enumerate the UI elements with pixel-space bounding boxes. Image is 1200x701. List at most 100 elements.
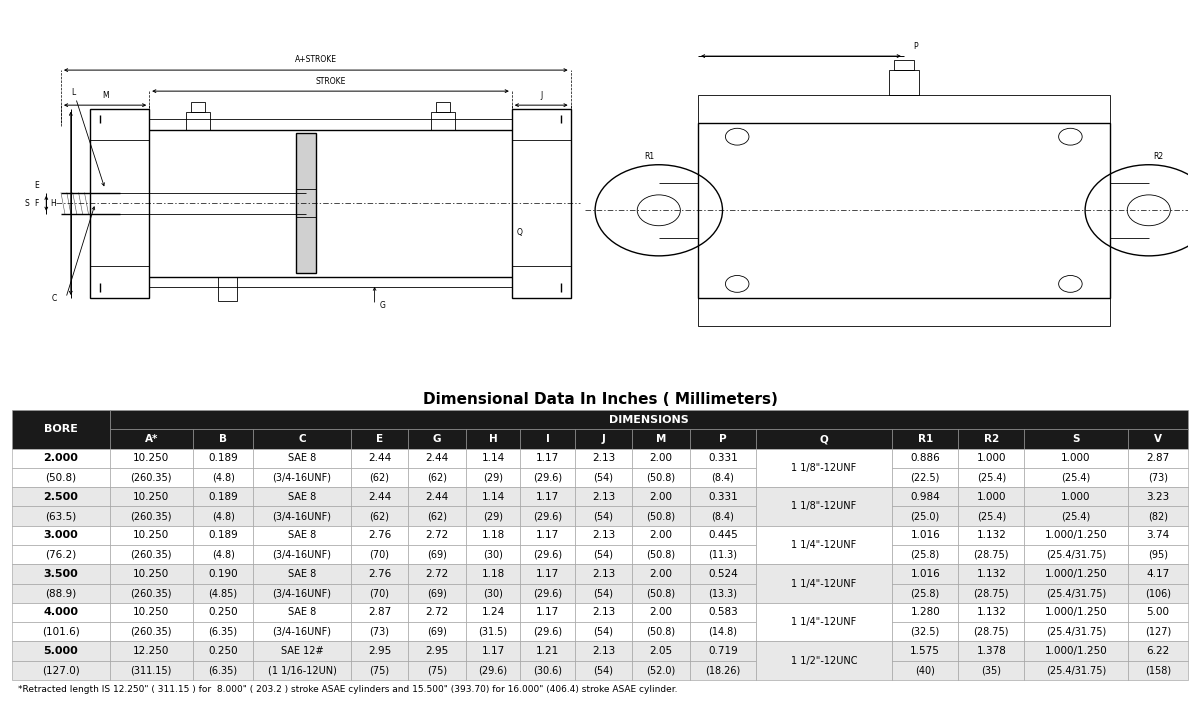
Text: SAE 8: SAE 8 bbox=[288, 454, 316, 463]
Text: 0.984: 0.984 bbox=[911, 492, 940, 502]
Text: 4.000: 4.000 bbox=[43, 608, 78, 618]
Bar bbox=[756, 449, 893, 487]
Bar bbox=[408, 506, 466, 526]
Bar bbox=[109, 545, 193, 564]
Text: 10.250: 10.250 bbox=[133, 454, 169, 463]
Text: 2.00: 2.00 bbox=[649, 454, 672, 463]
Bar bbox=[959, 603, 1025, 622]
Bar bbox=[690, 449, 756, 468]
Text: 4.17: 4.17 bbox=[1146, 569, 1170, 579]
Bar bbox=[12, 545, 109, 564]
Text: 2.13: 2.13 bbox=[592, 569, 616, 579]
Text: STROKE: STROKE bbox=[316, 76, 346, 86]
Text: (32.5): (32.5) bbox=[911, 627, 940, 637]
Text: (69): (69) bbox=[427, 627, 446, 637]
Text: (29.6): (29.6) bbox=[533, 588, 562, 598]
Text: (54): (54) bbox=[594, 472, 613, 482]
Bar bbox=[1128, 603, 1188, 622]
Text: (106): (106) bbox=[1145, 588, 1171, 598]
Bar bbox=[893, 449, 959, 468]
Text: (75): (75) bbox=[427, 665, 448, 675]
Bar bbox=[959, 506, 1025, 526]
Text: (54): (54) bbox=[594, 511, 613, 521]
Bar bbox=[756, 487, 893, 526]
Bar bbox=[893, 429, 959, 449]
Bar bbox=[575, 641, 632, 660]
Bar bbox=[109, 603, 193, 622]
Text: 2.13: 2.13 bbox=[592, 531, 616, 540]
Text: (54): (54) bbox=[594, 627, 613, 637]
Text: 2.95: 2.95 bbox=[426, 646, 449, 656]
Text: (3/4-16UNF): (3/4-16UNF) bbox=[272, 511, 331, 521]
Text: 3.23: 3.23 bbox=[1146, 492, 1170, 502]
Text: (35): (35) bbox=[982, 665, 1001, 675]
Bar bbox=[632, 603, 690, 622]
Bar bbox=[466, 564, 521, 583]
Text: 2.72: 2.72 bbox=[426, 569, 449, 579]
Bar bbox=[894, 60, 913, 70]
Bar bbox=[690, 487, 756, 506]
Bar bbox=[521, 660, 575, 680]
Text: 1 1/4"-12UNF: 1 1/4"-12UNF bbox=[791, 578, 857, 589]
Bar bbox=[408, 603, 466, 622]
Bar bbox=[893, 641, 959, 660]
Text: 1.000: 1.000 bbox=[1061, 492, 1091, 502]
Bar bbox=[193, 429, 253, 449]
Text: Q: Q bbox=[820, 434, 828, 444]
Bar bbox=[109, 564, 193, 583]
Text: 0.250: 0.250 bbox=[209, 646, 238, 656]
Bar bbox=[193, 545, 253, 564]
Text: 1.21: 1.21 bbox=[536, 646, 559, 656]
Text: (50.8): (50.8) bbox=[46, 472, 77, 482]
Bar bbox=[109, 660, 193, 680]
Bar bbox=[350, 449, 408, 468]
Text: (260.35): (260.35) bbox=[131, 511, 172, 521]
Bar bbox=[893, 487, 959, 506]
Bar bbox=[1025, 660, 1128, 680]
Bar bbox=[12, 583, 109, 603]
Text: 1 1/2"-12UNC: 1 1/2"-12UNC bbox=[791, 655, 857, 666]
Bar bbox=[253, 583, 350, 603]
Text: 0.886: 0.886 bbox=[911, 454, 940, 463]
Bar bbox=[193, 526, 253, 545]
Bar bbox=[893, 583, 959, 603]
Text: 0.719: 0.719 bbox=[708, 646, 738, 656]
Text: (158): (158) bbox=[1145, 665, 1171, 675]
Text: (101.6): (101.6) bbox=[42, 627, 79, 637]
Bar bbox=[12, 603, 109, 622]
Text: (260.35): (260.35) bbox=[131, 588, 172, 598]
Text: (69): (69) bbox=[427, 550, 446, 559]
Bar bbox=[109, 583, 193, 603]
Text: P: P bbox=[913, 42, 918, 51]
Text: (29): (29) bbox=[484, 472, 503, 482]
Text: 1.016: 1.016 bbox=[911, 531, 940, 540]
Bar bbox=[893, 660, 959, 680]
Text: 2.13: 2.13 bbox=[592, 646, 616, 656]
Text: (260.35): (260.35) bbox=[131, 472, 172, 482]
Text: H: H bbox=[50, 199, 56, 207]
Text: (25.4): (25.4) bbox=[977, 511, 1006, 521]
Text: (6.35): (6.35) bbox=[209, 665, 238, 675]
Text: E: E bbox=[376, 434, 383, 444]
Bar bbox=[12, 487, 109, 506]
Bar bbox=[109, 410, 1188, 429]
Bar bbox=[12, 641, 109, 660]
Bar bbox=[109, 468, 193, 487]
Text: (25.4): (25.4) bbox=[1061, 511, 1091, 521]
Text: 1.132: 1.132 bbox=[977, 608, 1007, 618]
Bar bbox=[632, 429, 690, 449]
Bar bbox=[575, 583, 632, 603]
Text: (29.6): (29.6) bbox=[479, 665, 508, 675]
Bar bbox=[893, 603, 959, 622]
Bar bbox=[12, 660, 109, 680]
Text: L: L bbox=[71, 88, 76, 97]
Bar bbox=[253, 622, 350, 641]
Text: (3/4-16UNF): (3/4-16UNF) bbox=[272, 588, 331, 598]
Text: (28.75): (28.75) bbox=[973, 627, 1009, 637]
Bar bbox=[218, 277, 238, 301]
Text: (75): (75) bbox=[370, 665, 390, 675]
Text: 1.18: 1.18 bbox=[481, 569, 505, 579]
Bar bbox=[466, 526, 521, 545]
Text: 1.000/1.250: 1.000/1.250 bbox=[1045, 531, 1108, 540]
Bar bbox=[575, 468, 632, 487]
